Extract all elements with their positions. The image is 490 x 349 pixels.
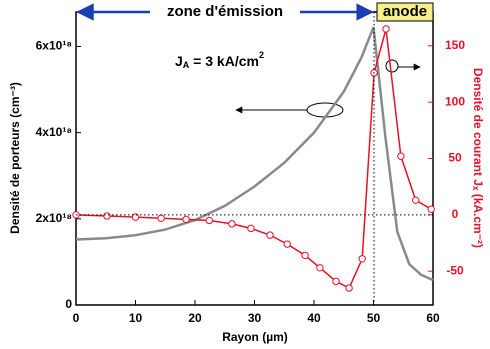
x-tick-label: 40 — [307, 311, 321, 325]
y2-axis-label: Densité de courant Jₓ (kA.cm⁻²) — [471, 68, 485, 248]
data-point — [427, 205, 435, 213]
data-point — [382, 25, 390, 33]
data-point — [358, 255, 366, 263]
y2-tick-label: 150 — [445, 38, 465, 52]
ellipse-left — [306, 102, 344, 118]
x-tick-label: 10 — [129, 311, 143, 325]
data-point — [301, 251, 309, 260]
data-point — [316, 264, 324, 272]
anode-box — [376, 2, 434, 22]
series-line — [75, 28, 432, 290]
zone-label-bg — [150, 3, 300, 21]
data-point — [131, 213, 140, 221]
data-point — [345, 284, 353, 292]
y-tick-label: 4x10¹⁸ — [36, 125, 72, 139]
data-point — [182, 215, 190, 224]
x-tick-label: 50 — [367, 311, 381, 325]
data-point — [412, 196, 420, 204]
data-point — [397, 152, 405, 160]
y2-tick-label: 100 — [445, 94, 465, 108]
data-point — [157, 214, 165, 222]
y2-tick-label: 0 — [452, 207, 459, 221]
y-tick-label: 2x10¹⁸ — [36, 211, 72, 225]
x-tick-label: 30 — [248, 311, 262, 325]
data-point — [266, 231, 274, 239]
anode-label: anode — [383, 3, 427, 20]
series-line — [75, 26, 434, 282]
y-tick-label: 0 — [65, 297, 72, 311]
data-point — [283, 240, 291, 248]
ellipse-right — [385, 59, 399, 73]
y2-tick-label: 50 — [448, 151, 462, 165]
data-point — [332, 277, 340, 286]
zone-label: zone d'émission — [167, 3, 283, 20]
y2-tick-label: -50 — [446, 263, 464, 277]
annotation: JA = 3 kA/cm2 — [175, 50, 264, 70]
y-tick-label: 6x10¹⁸ — [36, 39, 72, 53]
data-point — [103, 212, 111, 220]
x-axis-label: Rayon (µm) — [222, 330, 288, 344]
y-axis-label: Densité de porteurs (cm⁻³) — [8, 82, 22, 234]
x-tick-label: 0 — [73, 311, 80, 325]
x-tick-label: 60 — [426, 311, 440, 325]
data-point — [247, 224, 255, 233]
data-point — [205, 216, 213, 225]
data-point — [228, 220, 236, 228]
x-tick-label: 20 — [188, 311, 202, 325]
